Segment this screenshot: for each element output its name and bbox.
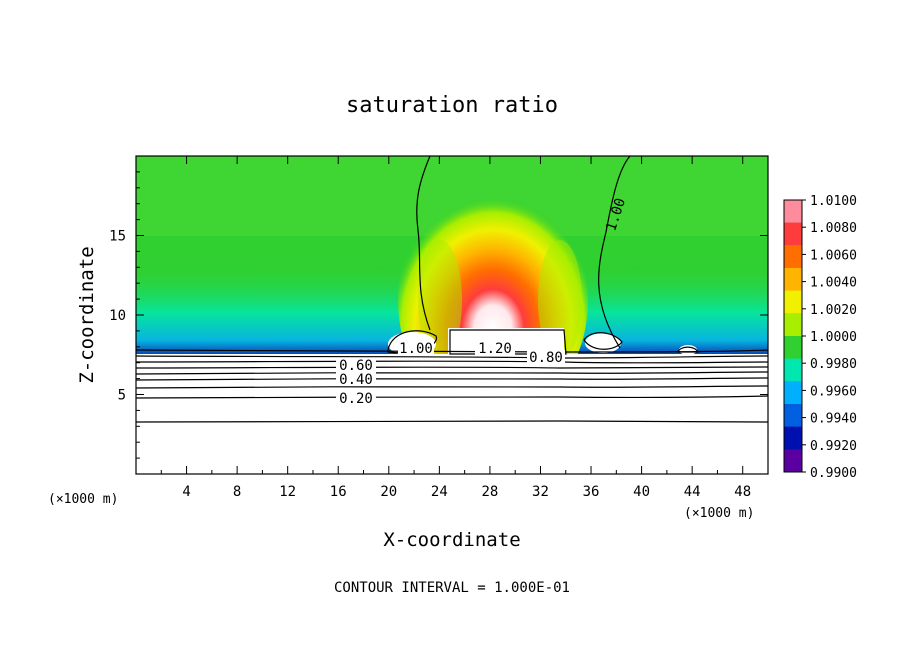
colorbar-band	[784, 381, 802, 404]
contour-line-cloud-right	[583, 332, 623, 350]
y-tick-label: 15	[109, 229, 126, 245]
colorbar-label: 1.0000	[810, 330, 857, 345]
y-tick-label: 5	[118, 388, 126, 404]
contour-line-0-50	[135, 371, 769, 375]
contour-label-1-00-a: 1.00	[399, 341, 433, 357]
contour-line-0-10	[135, 420, 769, 423]
contour-labels: 1.00 1.20 0.80 0.60 0.40 0.20 1.00	[336, 196, 629, 407]
x-tick-label: 4	[182, 484, 190, 500]
x-tick-label: 36	[583, 484, 600, 500]
label-bg-0-20	[336, 390, 376, 404]
label-bg-0-80	[527, 350, 565, 364]
label-bg-1-20	[475, 340, 515, 356]
x-axis-ticks: 4 8 12 16 20 24 28 32 36 40 44 48	[160, 156, 751, 500]
colorbar-band	[784, 200, 802, 223]
colorbar-band	[784, 222, 802, 246]
contour-label-0-80: 0.80	[529, 350, 563, 366]
contour-line-0-30	[135, 385, 769, 389]
colorbar-label: 1.0060	[810, 248, 857, 263]
colorbar-band	[784, 245, 802, 268]
contour-label-0-40: 0.40	[339, 372, 373, 388]
colorbar: 1.0100 1.0080 1.0060 1.0040 1.0020 1.0000 0.99…	[783, 194, 857, 481]
colorbar-band	[784, 268, 802, 291]
x-tick-label: 24	[431, 484, 448, 500]
colorbar-band	[784, 426, 802, 450]
x-axis-label: X-coordinate	[383, 529, 520, 551]
contour-line-0-40	[135, 377, 769, 381]
colorbar-band	[784, 336, 802, 359]
colorbar-label: 0.9900	[810, 466, 857, 481]
x-tick-label: 44	[684, 484, 701, 500]
colorbar-band	[784, 449, 802, 472]
colorbar-band	[784, 313, 802, 336]
colorbar-label: 0.9980	[810, 357, 857, 372]
contour-label-1-20: 1.20	[478, 341, 512, 357]
y-axis-label: Z-coordinate	[76, 246, 98, 383]
contour-label-0-20: 0.20	[339, 391, 373, 407]
y-tick-label: 10	[109, 308, 126, 324]
contour-interval-note: CONTOUR INTERVAL = 1.000E-01	[334, 580, 570, 596]
x-tick-label: 8	[233, 484, 241, 500]
contour-lines	[135, 155, 769, 423]
x-axis-unit-left: (×1000 m)	[48, 492, 118, 507]
colorbar-labels: 1.0100 1.0080 1.0060 1.0040 1.0020 1.0000 0.99…	[802, 194, 857, 481]
colorbar-label: 0.9920	[810, 439, 857, 454]
x-tick-label: 40	[633, 484, 650, 500]
colorbar-label: 1.0080	[810, 221, 857, 236]
x-tick-label: 16	[330, 484, 347, 500]
contour-line-0-20	[135, 395, 769, 399]
x-axis-unit-right: (×1000 m)	[684, 506, 754, 521]
colorbar-label: 1.0020	[810, 303, 857, 318]
label-bg-0-40	[336, 372, 376, 386]
colorbar-label: 1.0100	[810, 194, 857, 209]
colorbar-label: 1.0040	[810, 276, 857, 291]
colorbar-band	[784, 358, 802, 382]
field-white-lower	[136, 354, 768, 474]
x-tick-label: 20	[380, 484, 397, 500]
x-tick-label: 32	[532, 484, 549, 500]
chart-title: saturation ratio	[346, 93, 558, 118]
x-tick-label: 28	[481, 484, 498, 500]
colorbar-bands	[784, 200, 802, 472]
colorbar-label: 0.9940	[810, 412, 857, 427]
contour-line-0-60	[135, 366, 769, 369]
x-tick-label: 48	[734, 484, 751, 500]
contour-line-0-80	[135, 360, 769, 364]
contour-label-0-60: 0.60	[339, 358, 373, 374]
x-tick-label: 12	[279, 484, 296, 500]
y-axis-ticks: 5 10 15	[109, 171, 768, 459]
field-cloud-small	[679, 345, 697, 355]
colorbar-band	[784, 404, 802, 427]
contour-line-cloud-core	[449, 329, 567, 355]
colorbar-label: 0.9960	[810, 384, 857, 399]
colorbar-band	[784, 290, 802, 314]
contour-line-1-00-right	[598, 155, 631, 349]
label-bg-1-00-a	[398, 340, 434, 356]
contour-line-1-00-left	[416, 155, 431, 331]
label-bg-0-60	[336, 358, 376, 372]
heatmap-field	[136, 156, 768, 474]
